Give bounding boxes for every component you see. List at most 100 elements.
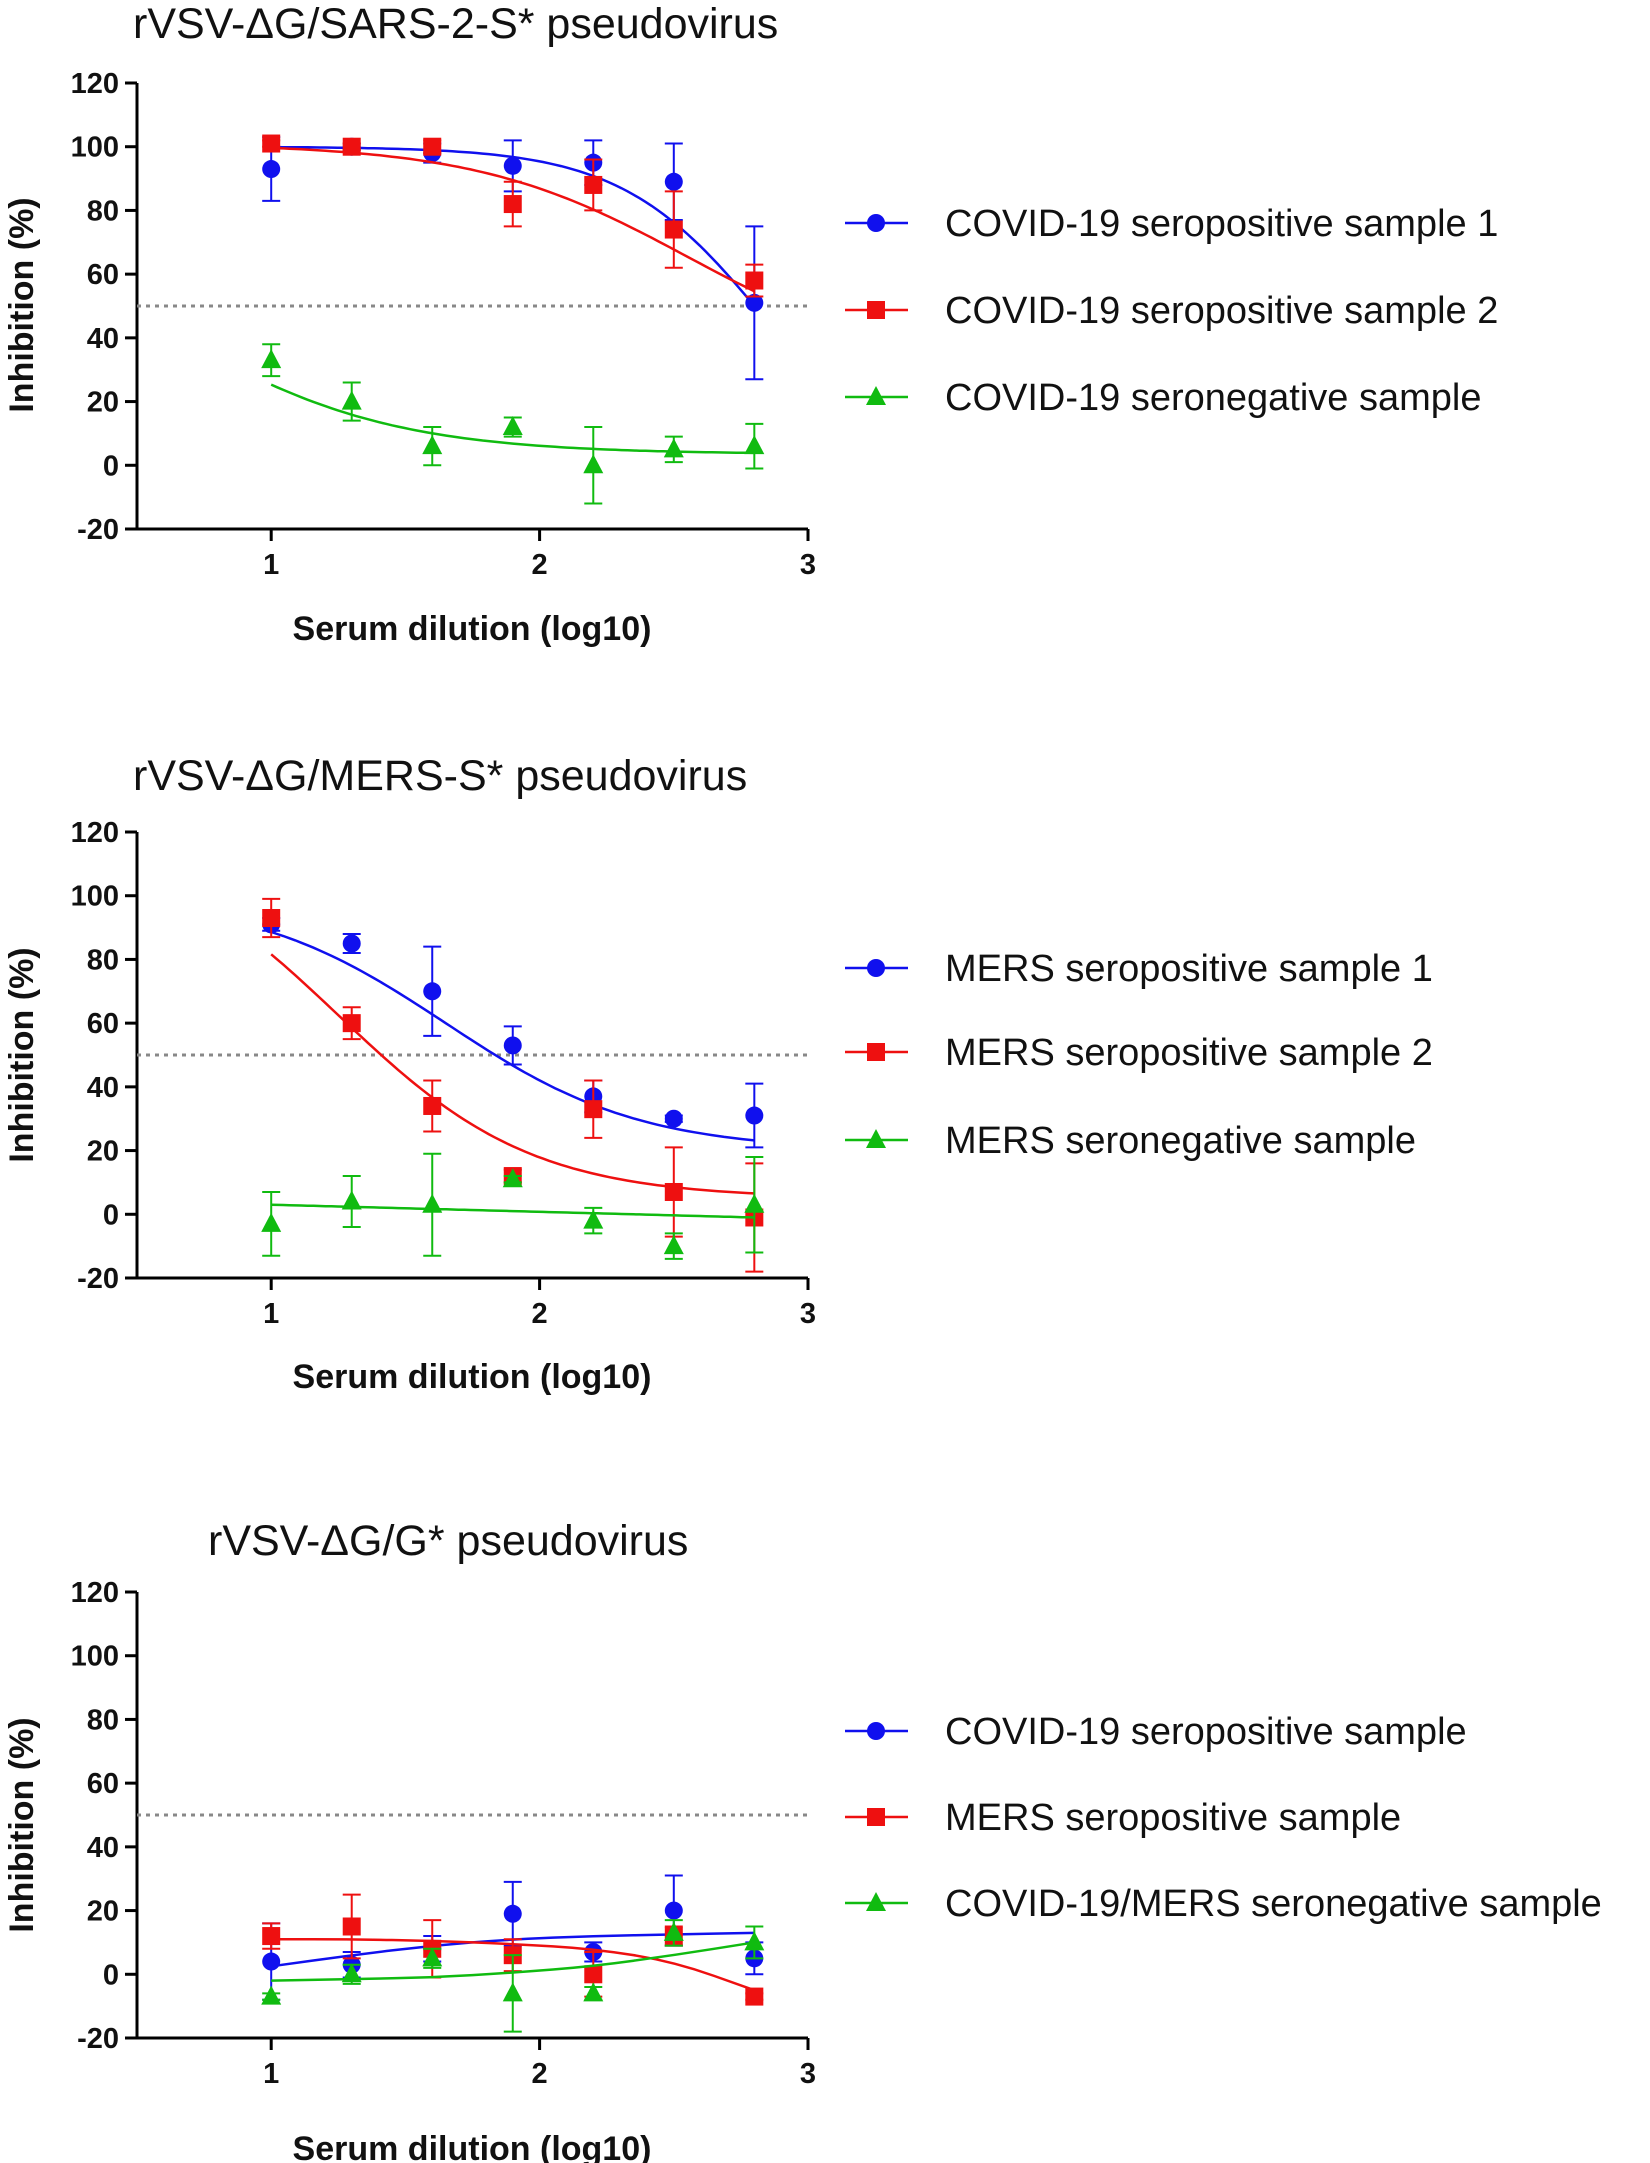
data-point (262, 160, 281, 179)
legend-marker (867, 959, 885, 977)
data-point (342, 1014, 361, 1033)
y-tick-label: -20 (77, 1263, 119, 1295)
data-point (583, 454, 604, 474)
series-3 (261, 1152, 765, 1260)
data-point (261, 1212, 282, 1232)
data-point (262, 1952, 281, 1971)
x-tick-label: 3 (800, 2058, 816, 2090)
data-point (503, 156, 522, 175)
data-point (745, 293, 764, 312)
legend-marker (867, 214, 885, 232)
y-tick-label: 0 (103, 450, 119, 482)
y-tick-label: 20 (87, 387, 119, 419)
legend-item-2: MERS seropositive sample 2 (845, 1032, 1433, 1074)
legend-label: MERS seropositive sample 1 (945, 948, 1433, 990)
y-axis-label: Inhibition (%) (3, 1717, 41, 1932)
series-2 (262, 134, 764, 298)
series-3 (261, 343, 765, 505)
legend-label: MERS seropositive sample (945, 1797, 1401, 1839)
y-tick-label: 20 (87, 1896, 119, 1928)
y-tick-label: 100 (71, 1641, 119, 1673)
y-tick-label: 120 (71, 1577, 119, 1609)
y-tick-label: 120 (71, 68, 119, 100)
legend-item-1: COVID-19 seropositive sample (845, 1711, 1467, 1753)
data-point (503, 1036, 522, 1055)
data-point (423, 137, 442, 156)
data-point (503, 1904, 522, 1923)
legend-label: COVID-19/MERS seronegative sample (945, 1883, 1602, 1925)
data-point (744, 1931, 765, 1951)
legend-item-2: COVID-19 seropositive sample 2 (845, 290, 1498, 332)
y-tick-label: -20 (77, 514, 119, 546)
data-point (422, 1947, 443, 1967)
data-point (342, 1917, 361, 1936)
x-tick-label: 2 (532, 549, 548, 581)
data-point (744, 1193, 765, 1213)
data-point (342, 137, 361, 156)
legend-item-3: MERS seronegative sample (845, 1120, 1416, 1162)
data-point (503, 195, 522, 214)
data-point (423, 982, 442, 1001)
x-tick-label: 1 (263, 1298, 279, 1330)
y-tick-label: 60 (87, 1008, 119, 1040)
x-axis-label: Serum dilution (log10) (293, 610, 652, 648)
legend-item-3: COVID-19/MERS seronegative sample (845, 1883, 1602, 1925)
data-point (745, 1106, 764, 1125)
fit-curve (271, 1941, 755, 1982)
data-point (584, 175, 603, 194)
legend-marker (867, 1722, 885, 1740)
y-tick-label: 60 (87, 1768, 119, 1800)
data-point (262, 909, 281, 928)
data-point (664, 220, 683, 239)
data-point (664, 1182, 683, 1201)
data-point (745, 1987, 764, 2006)
y-axis-label: Inhibition (%) (3, 197, 41, 412)
data-point (584, 1100, 603, 1119)
y-tick-label: 120 (71, 817, 119, 849)
legend-item-1: COVID-19 seropositive sample 1 (845, 203, 1498, 245)
data-point (502, 416, 523, 436)
legend-item-1: MERS seropositive sample 1 (845, 948, 1433, 990)
y-tick-label: 40 (87, 1072, 119, 1104)
data-point (745, 271, 764, 290)
data-point (262, 134, 281, 153)
x-tick-label: 1 (263, 2058, 279, 2090)
y-tick-label: 80 (87, 1704, 119, 1736)
fit-curve (271, 1937, 755, 1992)
data-point (341, 390, 362, 410)
legend-marker (867, 301, 885, 319)
data-point (423, 1096, 442, 1115)
x-axis-label: Serum dilution (log10) (293, 1358, 652, 1396)
chart-panel-vsvg: rVSV-ΔG/G* pseudovirus Inhibition (%) Se… (3, 1517, 1602, 2163)
fit-curve (270, 953, 755, 1195)
data-point (341, 1190, 362, 1210)
data-point (502, 1982, 523, 2002)
data-point (422, 1193, 443, 1213)
data-point (664, 172, 683, 191)
chart-title: rVSV-ΔG/MERS-S* pseudovirus (133, 752, 747, 800)
data-point (262, 1927, 281, 1946)
legend-label: COVID-19 seronegative sample (945, 377, 1481, 419)
y-tick-label: -20 (77, 2023, 119, 2055)
legend-item-2: MERS seropositive sample (845, 1797, 1401, 1839)
y-tick-label: 80 (87, 944, 119, 976)
data-point (341, 1963, 362, 1983)
legend-label: COVID-19 seropositive sample (945, 1711, 1467, 1753)
data-point (663, 1235, 684, 1255)
y-tick-label: 40 (87, 1832, 119, 1864)
data-point (583, 1209, 604, 1229)
data-point (342, 934, 361, 953)
y-tick-label: 100 (71, 881, 119, 913)
chart-title: rVSV-ΔG/G* pseudovirus (208, 1517, 688, 1565)
x-axis-label: Serum dilution (log10) (293, 2130, 652, 2163)
y-axis-label: Inhibition (%) (3, 947, 41, 1162)
y-tick-label: 20 (87, 1136, 119, 1168)
legend-label: COVID-19 seropositive sample 1 (945, 203, 1498, 245)
data-point (664, 1901, 683, 1920)
x-tick-label: 3 (800, 549, 816, 581)
legend-label: MERS seronegative sample (945, 1120, 1416, 1162)
legend-marker (867, 1043, 885, 1061)
y-tick-label: 80 (87, 195, 119, 227)
data-point (584, 1965, 603, 1984)
legend-marker (867, 1808, 885, 1826)
